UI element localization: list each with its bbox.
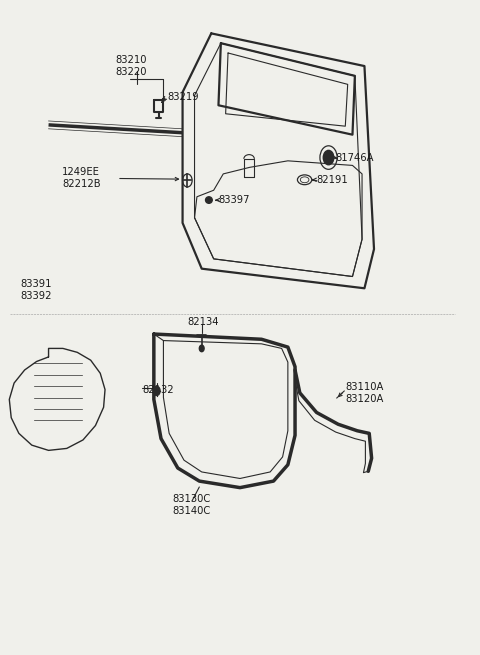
Text: 83219: 83219 xyxy=(167,92,199,102)
Circle shape xyxy=(323,151,334,165)
Circle shape xyxy=(154,386,160,396)
Text: 83130C
83140C: 83130C 83140C xyxy=(172,495,210,516)
Text: 1249EE
82212B: 1249EE 82212B xyxy=(62,168,101,189)
Ellipse shape xyxy=(205,196,212,203)
Text: 82191: 82191 xyxy=(317,175,348,185)
Text: 83391
83392: 83391 83392 xyxy=(21,278,52,301)
Text: 82132: 82132 xyxy=(142,385,173,395)
Text: 83210
83220: 83210 83220 xyxy=(116,55,147,77)
Text: 82134: 82134 xyxy=(187,317,219,328)
Text: 81746A: 81746A xyxy=(336,153,374,162)
Text: 83397: 83397 xyxy=(218,195,250,205)
Circle shape xyxy=(199,345,204,352)
Text: 83110A
83120A: 83110A 83120A xyxy=(345,382,384,404)
